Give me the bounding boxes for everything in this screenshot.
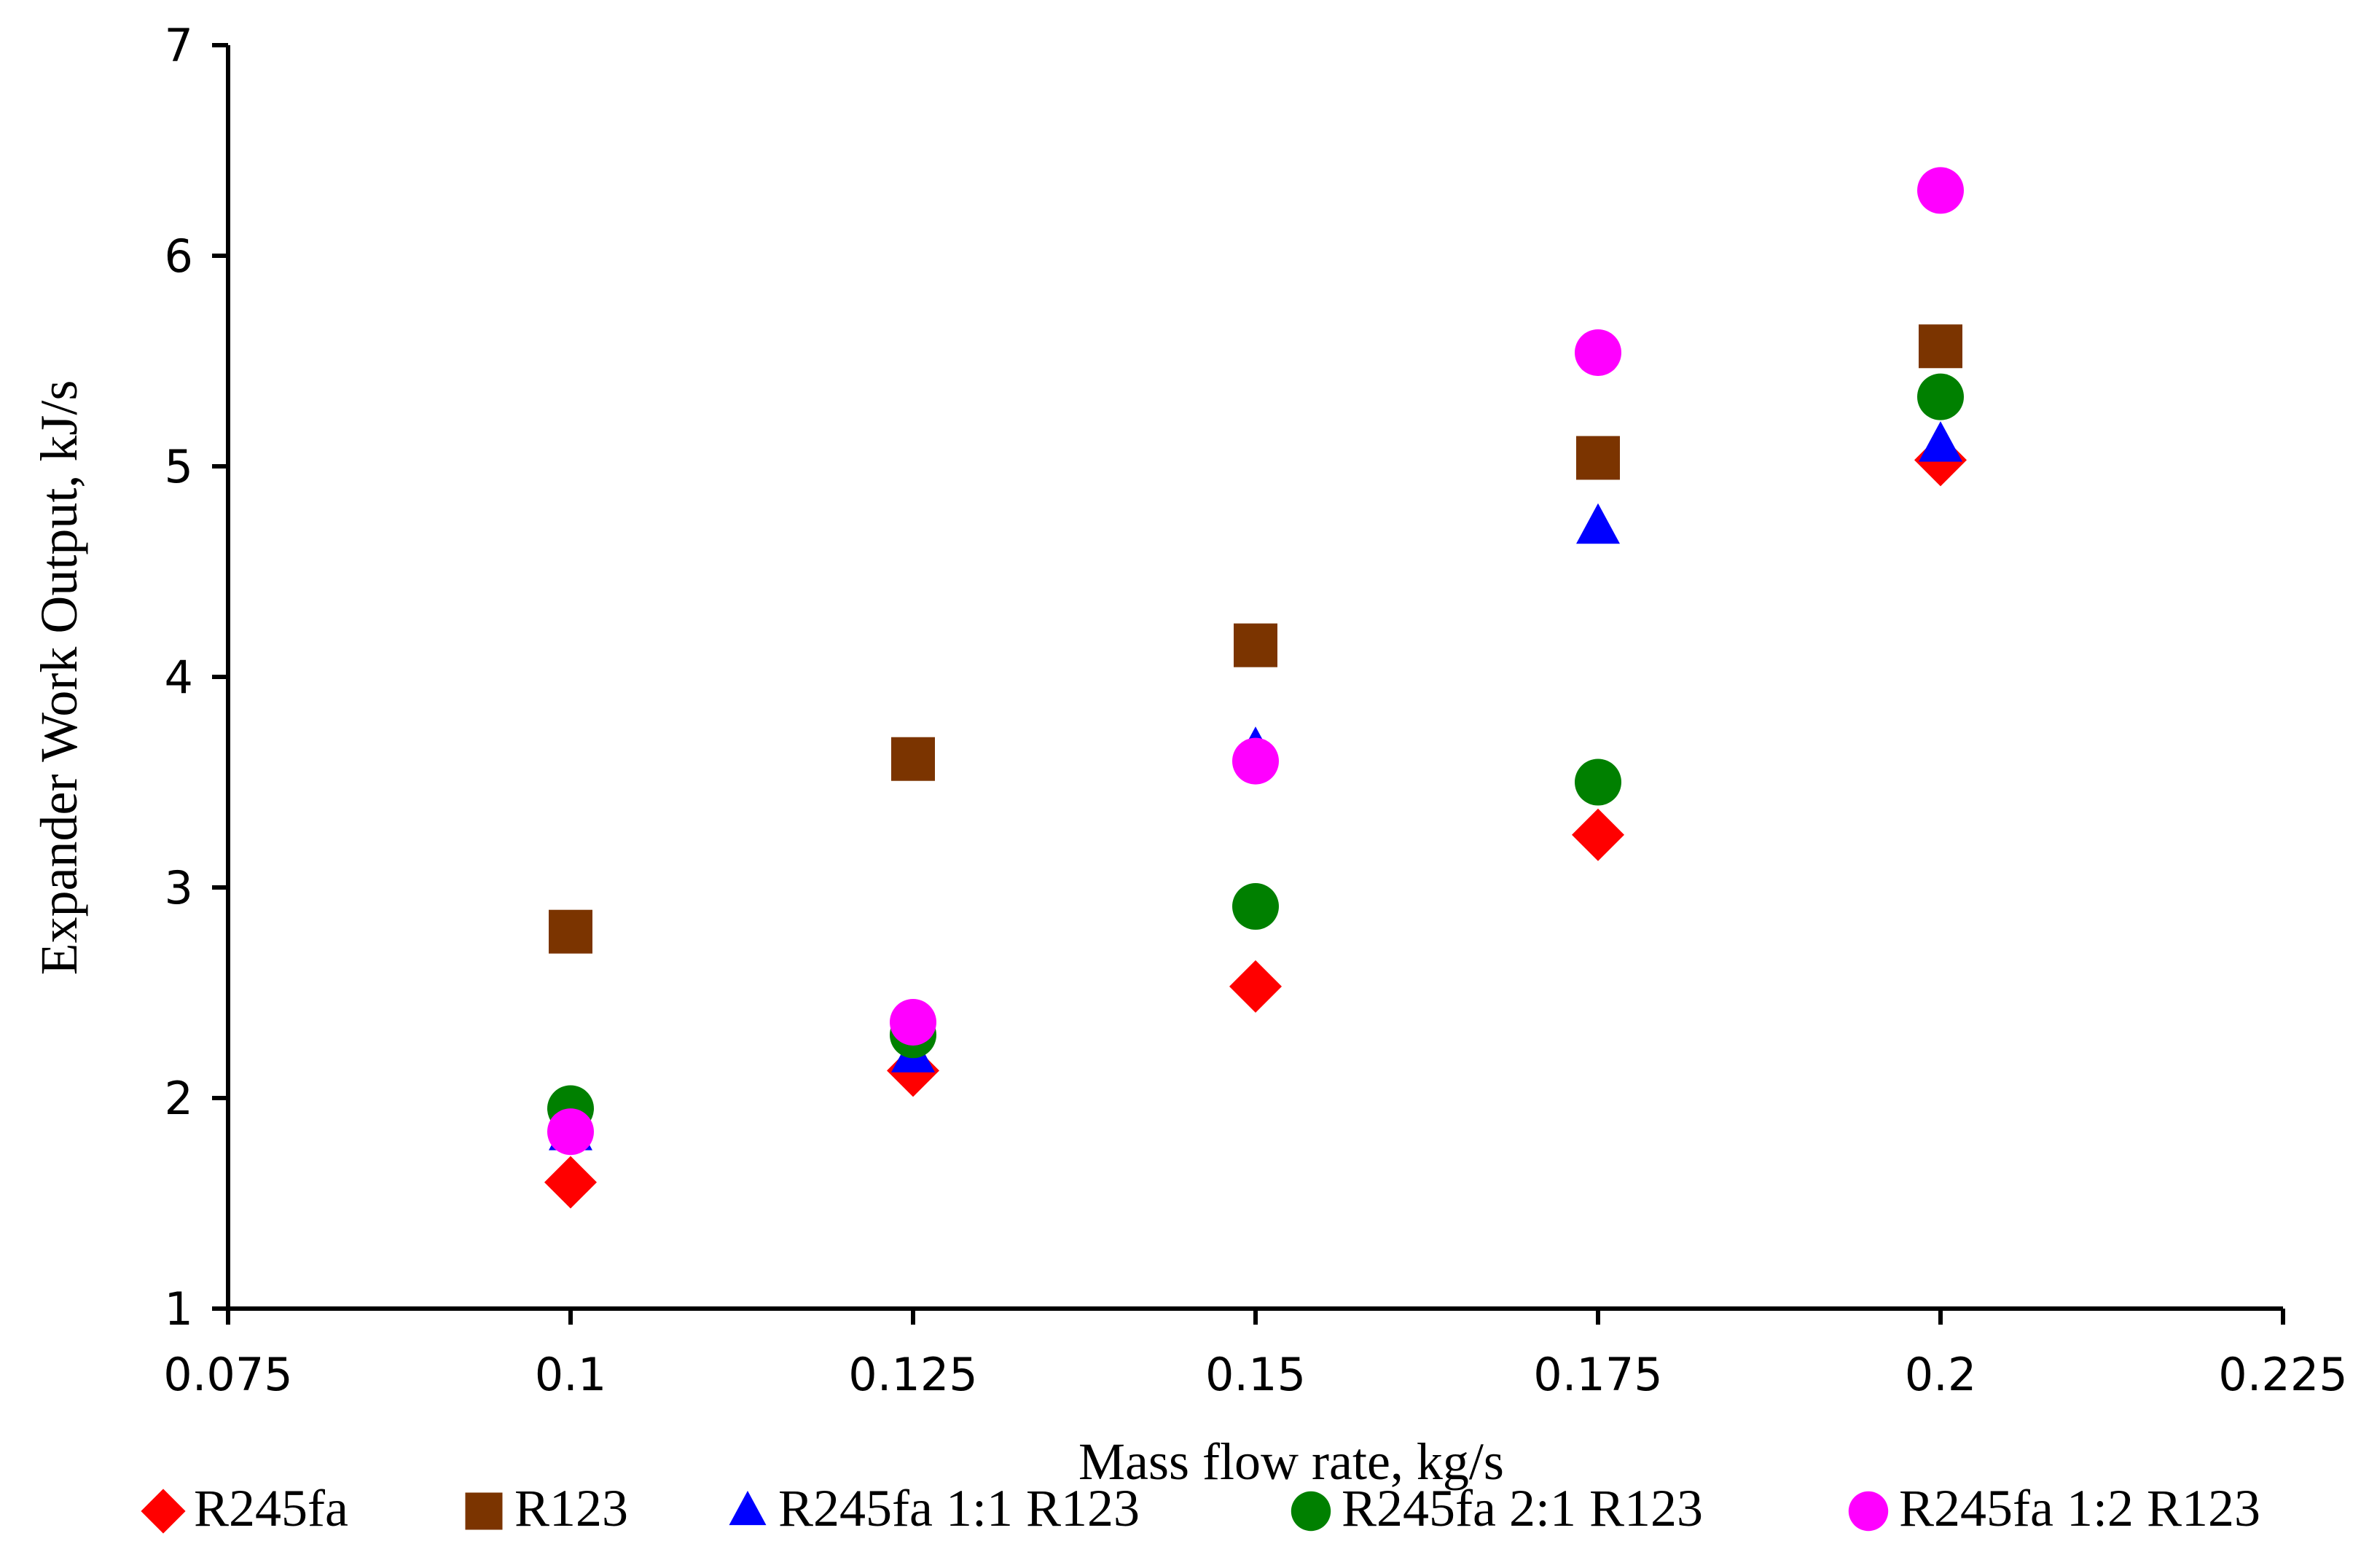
y-tick-label: 3: [165, 861, 193, 914]
data-point: [890, 998, 936, 1046]
data-point: [1919, 324, 1962, 369]
legend-marker: [729, 1490, 767, 1526]
x-tick-label: 0.125: [848, 1348, 978, 1401]
y-axis-title: Expander Work Output, kJ/s: [30, 380, 88, 976]
legend-marker: [465, 1492, 503, 1530]
series-0: [544, 434, 1967, 1209]
legend-marker: [1291, 1491, 1331, 1532]
data-point: [1232, 883, 1279, 930]
data-point: [1576, 436, 1620, 480]
data-point: [1576, 503, 1620, 544]
legend: R245fa R123 R245fa 1:1 R123 R245fa 2:1 R123…: [141, 1479, 2260, 1537]
y-tick-label: 1: [165, 1282, 193, 1336]
legend-marker: [141, 1489, 186, 1534]
y-tick-label: 6: [165, 230, 193, 283]
axes: 1 2 3 4 5 6 7 0.075 0.1 0.125 0.15 0.175 0.2 0.225: [163, 19, 2348, 1401]
legend-item: R245fa: [141, 1479, 348, 1537]
x-tick-label: 0.1: [535, 1348, 607, 1401]
legend-label: R123: [514, 1479, 628, 1537]
data-point: [891, 737, 935, 781]
series-4: [547, 167, 1964, 1156]
data-marks: [544, 167, 1967, 1209]
x-axis-title: Mass flow rate, kg/s: [1078, 1432, 1504, 1491]
x-tick-label: 0.2: [1905, 1348, 1977, 1401]
series-2: [549, 421, 1962, 1150]
x-tick-label: 0.15: [1205, 1348, 1306, 1401]
data-point: [1919, 421, 1962, 462]
legend-marker: [1848, 1491, 1889, 1532]
x-tick-label: 0.175: [1533, 1348, 1663, 1401]
data-point: [1917, 167, 1964, 214]
data-point: [1917, 373, 1964, 420]
series-1: [549, 324, 1962, 954]
data-point: [1232, 737, 1279, 785]
legend-item: R245fa 1:1 R123: [729, 1479, 1140, 1537]
data-point: [549, 909, 592, 954]
data-point: [1572, 808, 1624, 861]
legend-label: R245fa 1:2 R123: [1899, 1479, 2260, 1537]
y-tick-label: 2: [165, 1072, 193, 1125]
y-tick-label: 7: [165, 19, 193, 72]
x-tick-label: 0.075: [163, 1348, 293, 1401]
data-point: [544, 1156, 597, 1209]
y-tick-label: 5: [165, 440, 193, 493]
legend-label: R245fa: [194, 1479, 348, 1537]
data-point: [1229, 960, 1282, 1013]
x-tick-label: 0.225: [2218, 1348, 2348, 1401]
data-point: [1575, 758, 1621, 806]
data-point: [1575, 329, 1621, 376]
legend-label: R245fa 2:1 R123: [1342, 1479, 1703, 1537]
legend-item: R245fa 1:2 R123: [1848, 1479, 2260, 1537]
y-tick-label: 4: [165, 651, 193, 704]
legend-label: R245fa 1:1 R123: [778, 1479, 1140, 1537]
data-point: [1234, 623, 1277, 667]
legend-item: R123: [465, 1479, 628, 1537]
data-point: [547, 1108, 594, 1156]
legend-item: R245fa 2:1 R123: [1291, 1479, 1703, 1537]
